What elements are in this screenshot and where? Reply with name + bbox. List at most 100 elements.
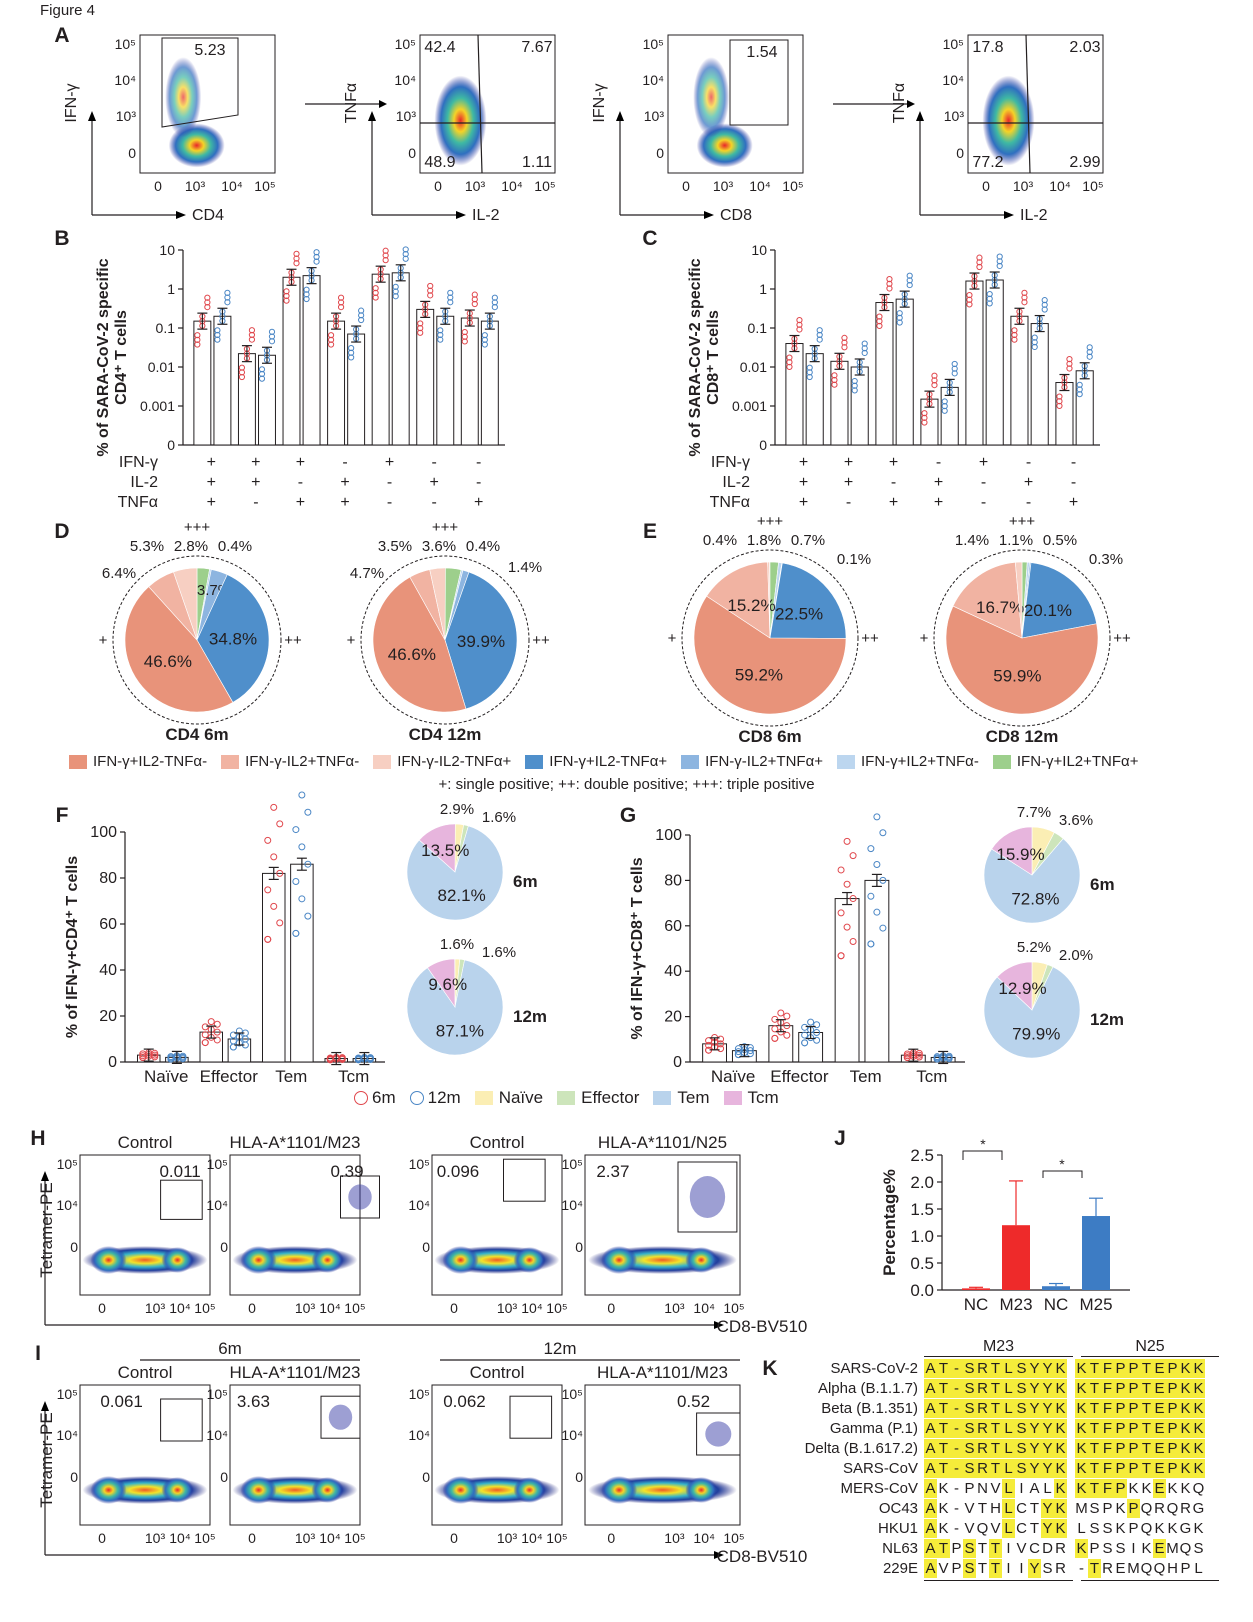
data-point-12m bbox=[851, 377, 858, 385]
data-point-6m bbox=[831, 372, 838, 379]
bar-12m bbox=[1030, 323, 1049, 446]
y-tick-label: 0 bbox=[956, 145, 964, 161]
data-point-12m bbox=[258, 366, 266, 373]
x-tick-label: Effector bbox=[770, 1067, 829, 1086]
alignment-row: Delta (B.1.617.2) A T - S R T L S Y Y K K T F P P T E P K K bbox=[780, 1438, 1219, 1458]
pie-slice-label: 6.4% bbox=[102, 565, 136, 582]
pie-slice-label: 3.6% bbox=[422, 538, 456, 555]
data-point-6m bbox=[238, 364, 246, 371]
density-cluster bbox=[442, 1246, 479, 1274]
residue: E bbox=[1153, 1458, 1166, 1478]
y-tick-label: 2.0 bbox=[910, 1173, 934, 1192]
x-tick-label: Tem bbox=[850, 1067, 882, 1086]
data-point-6m bbox=[876, 313, 883, 320]
data-point-12m bbox=[304, 808, 312, 816]
sign-label: - bbox=[981, 474, 986, 491]
y-axis-label: % of IFN-γ+CD8⁺ T cells bbox=[629, 857, 646, 1039]
gate-value: 0.061 bbox=[100, 1392, 143, 1411]
data-point-12m bbox=[851, 382, 858, 389]
data-point-12m bbox=[268, 328, 276, 335]
x-tick-label: 10³ bbox=[295, 1530, 316, 1546]
data-point-12m bbox=[1031, 343, 1038, 351]
residue: T bbox=[989, 1358, 1002, 1378]
data-point-12m bbox=[298, 843, 306, 851]
data-point-12m bbox=[879, 924, 887, 932]
arrow-head bbox=[41, 1401, 49, 1411]
i-plot-frame bbox=[431, 1384, 563, 1526]
sequence-alignment: M23 N25 SARS-CoV-2 A T - S R T L S Y Y K K T F P P T E P K K Alp… bbox=[780, 1336, 1219, 1582]
residue: Q bbox=[1140, 1559, 1153, 1577]
data-point-12m bbox=[806, 369, 813, 376]
residue: T bbox=[977, 1539, 988, 1557]
residue: K bbox=[1179, 1438, 1192, 1458]
gate bbox=[161, 37, 239, 128]
tetramer-gate bbox=[320, 1395, 361, 1439]
residue: T bbox=[1140, 1438, 1153, 1458]
data-point-6m bbox=[283, 292, 290, 300]
data-point-12m bbox=[313, 249, 320, 256]
residue: H bbox=[1167, 1559, 1178, 1577]
x-tick-label: 10⁵ bbox=[782, 178, 803, 194]
bar-M23 bbox=[1002, 1225, 1030, 1290]
bar-6m bbox=[965, 280, 984, 446]
legend-swatch bbox=[653, 1091, 672, 1105]
data-point-12m bbox=[392, 283, 399, 290]
bar-6m bbox=[237, 353, 256, 446]
bar-6m bbox=[262, 872, 286, 1063]
data-point-12m bbox=[179, 1052, 187, 1060]
residue: P bbox=[1127, 1398, 1140, 1418]
pie-slice bbox=[706, 561, 771, 639]
legend-marker bbox=[409, 1091, 424, 1105]
double-positive-mark: ++ bbox=[861, 630, 879, 647]
data-point-6m bbox=[966, 301, 973, 308]
x-tick-label: 0 bbox=[982, 178, 990, 194]
density-cluster bbox=[311, 1477, 344, 1503]
sign-label: - bbox=[1026, 494, 1031, 511]
gate-value: 5.23 bbox=[194, 42, 225, 59]
residue: K bbox=[1075, 1398, 1088, 1418]
residue: K bbox=[1115, 1519, 1126, 1537]
pie-slice bbox=[196, 574, 270, 703]
residue: K bbox=[1054, 1398, 1067, 1418]
y-axis-label: % of IFN-γ+CD4⁺ T cells bbox=[64, 856, 81, 1038]
y-tick-label: 10⁴ bbox=[56, 1427, 78, 1443]
sign-label: - bbox=[476, 474, 481, 491]
data-point-12m bbox=[906, 272, 913, 279]
bar-12m bbox=[940, 386, 959, 446]
data-point-6m bbox=[843, 837, 851, 845]
data-point-6m bbox=[213, 1028, 221, 1036]
data-point-6m bbox=[831, 376, 838, 384]
residue: K bbox=[1167, 1519, 1178, 1537]
pie-slice-label: 22.5% bbox=[775, 605, 823, 624]
data-point-12m bbox=[806, 373, 813, 381]
data-point-6m bbox=[194, 332, 201, 339]
gate-value: 2.37 bbox=[596, 1162, 629, 1181]
data-point-12m bbox=[214, 331, 221, 339]
data-point-12m bbox=[303, 291, 310, 298]
h-plot-frame bbox=[584, 1154, 741, 1296]
data-point-12m bbox=[816, 336, 823, 343]
data-point-6m bbox=[976, 254, 983, 261]
arrow-head bbox=[1004, 211, 1014, 219]
x-tick-label: 0 bbox=[682, 178, 690, 194]
data-point-6m bbox=[248, 336, 256, 343]
bar-12m bbox=[864, 879, 890, 1063]
residue: L bbox=[1043, 1479, 1052, 1497]
significance-bracket bbox=[1042, 1170, 1083, 1178]
quadrant-value: 1.11 bbox=[522, 154, 552, 171]
y-tick-label: 0.5 bbox=[910, 1254, 934, 1273]
data-point-12m bbox=[801, 1039, 809, 1047]
residue: L bbox=[1002, 1358, 1015, 1378]
subset-pie-slice-label: 1.6% bbox=[482, 809, 516, 826]
bar-12m bbox=[985, 279, 1004, 446]
data-point-12m bbox=[304, 912, 312, 920]
data-point-6m bbox=[796, 321, 803, 328]
data-point-12m bbox=[873, 813, 881, 821]
residue: P bbox=[951, 1539, 962, 1557]
residue: A bbox=[924, 1398, 937, 1418]
density-cluster bbox=[601, 1246, 638, 1274]
data-point-6m bbox=[276, 869, 284, 877]
sign-label: - bbox=[431, 454, 436, 471]
